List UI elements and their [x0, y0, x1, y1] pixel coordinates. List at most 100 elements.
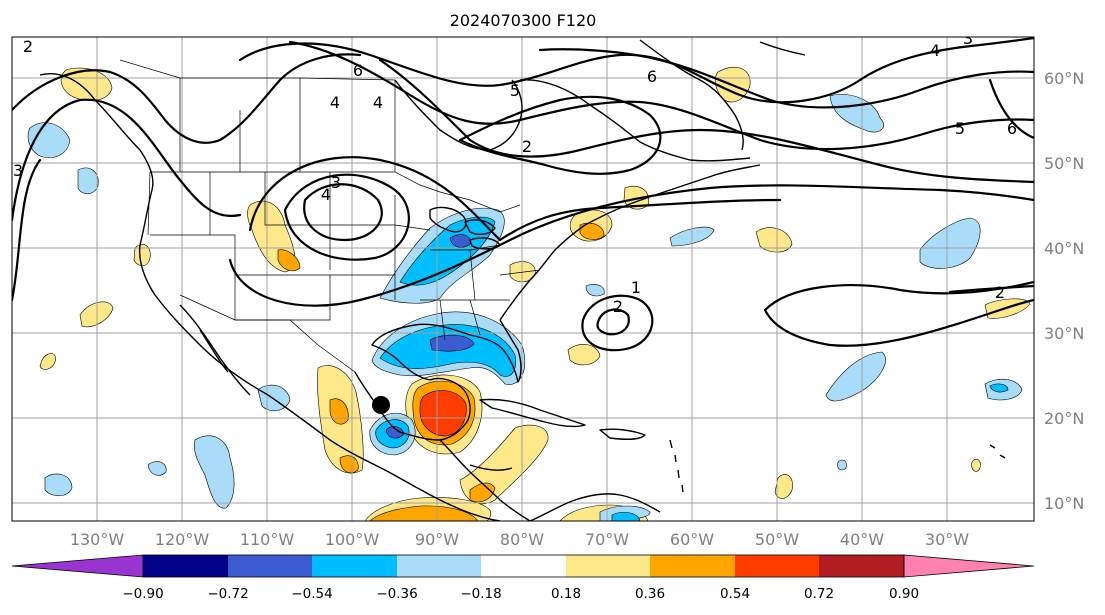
contour-label: 3 — [963, 29, 973, 48]
canada-province-borders — [119, 59, 396, 172]
colorbar-tick-label: −0.54 — [291, 586, 332, 602]
colorbar-segment — [312, 555, 397, 577]
lon-label: 130°W — [70, 530, 125, 549]
positive-anomaly-area — [567, 344, 601, 366]
contour-label: 3 — [331, 173, 341, 192]
colorbar-segment — [228, 555, 312, 577]
negative-anomaly-area — [77, 167, 99, 195]
lon-label: 80°W — [500, 530, 544, 549]
coastlines — [39, 39, 1006, 521]
us-east-coast — [499, 164, 761, 321]
contour-label: 4 — [373, 93, 383, 112]
negative-anomaly-area — [989, 383, 1009, 393]
colorbar-segment — [735, 555, 819, 577]
positive-anomaly-area — [755, 227, 793, 253]
labrador-coast — [519, 79, 751, 162]
colorbar-min-extension — [11, 554, 144, 578]
lon-label: 60°W — [670, 530, 714, 549]
height-contour — [283, 173, 410, 261]
colorbar-tick-label: 0.90 — [889, 586, 919, 602]
lon-label: 50°W — [755, 530, 799, 549]
height-contour — [378, 58, 1034, 184]
lon-label: 30°W — [925, 530, 969, 549]
negative-anomaly-area — [399, 216, 496, 286]
lon-label: 110°W — [240, 530, 295, 549]
lat-label: 30°N — [1044, 324, 1084, 343]
colorbar-frame — [142, 554, 905, 578]
height-contour — [12, 158, 42, 302]
contour-label: 6 — [353, 61, 363, 80]
lon-label: 100°W — [325, 530, 380, 549]
height-contour — [12, 53, 362, 144]
colorbar-segment — [650, 555, 735, 577]
positive-anomaly-area — [277, 249, 301, 272]
negative-anomaly-area — [429, 334, 475, 352]
negative-anomaly-area — [44, 473, 73, 497]
negative-anomaly-area — [147, 461, 167, 476]
height-contour — [458, 95, 662, 175]
contour-label: 2 — [613, 297, 623, 316]
contour-label: 2 — [522, 137, 532, 156]
height-contour — [288, 40, 1034, 151]
negative-anomaly-area — [919, 217, 981, 269]
contour-labels: 6 4 3 2 4 3 6 5 4 5 6 4 2 2 1 2 3 — [13, 29, 1017, 316]
map-content: 6 4 3 2 4 3 6 5 4 5 6 4 2 2 1 2 3 — [12, 29, 1034, 521]
lon-label: 120°W — [155, 530, 210, 549]
height-contour — [538, 48, 1034, 109]
storm-center-marker — [372, 396, 390, 414]
positive-anomaly-area — [419, 390, 467, 437]
colorbar-tick-label: 0.72 — [804, 586, 834, 602]
colorbar-tick-label: 0.36 — [635, 586, 665, 602]
map-frame — [11, 36, 1035, 522]
height-contours — [12, 37, 1034, 352]
height-contour — [248, 156, 782, 242]
colorbar-tick-label: −0.90 — [122, 586, 163, 602]
colorbar-segment — [481, 555, 566, 577]
contour-label: 6 — [647, 67, 657, 86]
negative-anomaly-area — [193, 435, 235, 509]
negative-anomaly-area — [585, 284, 605, 297]
contour-label: 5 — [955, 119, 965, 138]
colorbar-tick-label: −0.18 — [460, 586, 501, 602]
cuba — [479, 398, 586, 428]
colorbar-tick-label: 0.18 — [551, 586, 581, 602]
contour-label: 5 — [510, 81, 520, 100]
latitude-labels: 60°N 50°N 40°N 30°N 20°N 10°N — [1044, 69, 1084, 513]
height-contour — [581, 294, 654, 352]
colorbar-tick-label: 0.54 — [720, 586, 750, 602]
south-america-coast — [529, 493, 661, 521]
height-contour — [596, 308, 630, 336]
positive-anomaly-area — [579, 222, 605, 240]
colorbar-segment — [397, 555, 481, 577]
gulf-coast — [354, 319, 522, 441]
positive-anomaly-area — [339, 455, 359, 473]
colorbar-segment — [566, 555, 650, 577]
lesser-antilles — [669, 439, 1006, 493]
lon-label: 70°W — [585, 530, 629, 549]
positive-anomaly-area — [469, 482, 496, 503]
contour-label: 4 — [930, 41, 940, 60]
negative-anomaly-area — [837, 459, 847, 471]
height-contour — [12, 98, 242, 222]
gridlines — [12, 37, 1034, 521]
contour-label: 2 — [23, 37, 33, 56]
colorbar-segment — [143, 555, 228, 577]
positive-anomaly-area — [133, 244, 151, 267]
height-contour — [988, 78, 1034, 140]
lat-label: 60°N — [1044, 69, 1084, 88]
lat-label: 40°N — [1044, 239, 1084, 258]
lat-label: 10°N — [1044, 494, 1084, 513]
positive-anomaly-area — [369, 505, 479, 521]
contour-label: 6 — [1007, 119, 1017, 138]
lat-label: 50°N — [1044, 154, 1084, 173]
political-borders — [119, 59, 541, 373]
positive-anomaly-area — [971, 458, 981, 472]
north-america-west-coast — [39, 73, 501, 521]
figure-title: 2024070300 F120 — [450, 11, 597, 30]
positive-anomaly-area — [39, 353, 56, 370]
contour-label: 4 — [330, 93, 340, 112]
colorbar-segment — [819, 555, 904, 577]
height-contour — [303, 183, 383, 242]
contour-label: 3 — [13, 161, 23, 180]
